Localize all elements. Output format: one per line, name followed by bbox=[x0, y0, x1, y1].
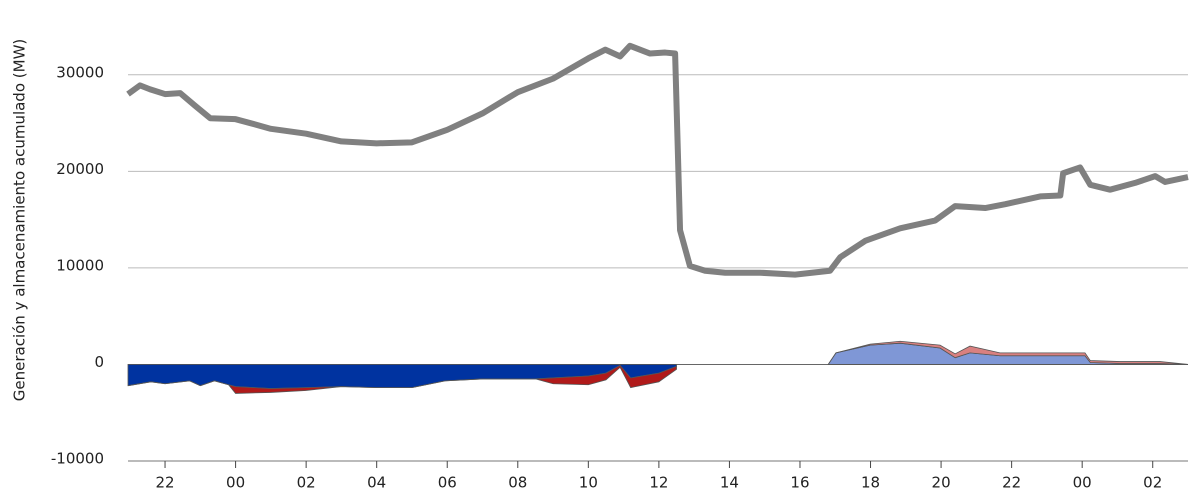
x-tick-label: 08 bbox=[508, 474, 527, 492]
x-tick-label: 22 bbox=[155, 474, 174, 492]
x-tick-label: 12 bbox=[649, 474, 668, 492]
x-tick-label: 02 bbox=[1143, 474, 1162, 492]
x-tick-label: 00 bbox=[1073, 474, 1092, 492]
area bbox=[127, 364, 677, 394]
y-tick-label: 20000 bbox=[56, 160, 104, 178]
x-tick-label: 20 bbox=[932, 474, 951, 492]
y-tick-label: 0 bbox=[94, 353, 104, 371]
x-tick-label: 04 bbox=[367, 474, 386, 492]
line bbox=[126, 42, 1189, 278]
area bbox=[827, 340, 1189, 365]
y-tick-label: 30000 bbox=[56, 63, 104, 81]
x-tick-label: 02 bbox=[297, 474, 316, 492]
y-axis-label: Generación y almacenamiento acumulado (M… bbox=[11, 39, 29, 402]
y-tick-label: 10000 bbox=[56, 256, 104, 274]
x-tick-label: 16 bbox=[790, 474, 809, 492]
y-tick-label: -10000 bbox=[51, 450, 104, 468]
x-tick-label: 10 bbox=[579, 474, 598, 492]
x-tick-label: 14 bbox=[720, 474, 739, 492]
x-tick-label: 22 bbox=[1002, 474, 1021, 492]
x-tick-label: 18 bbox=[861, 474, 880, 492]
x-tick-label: 00 bbox=[226, 474, 245, 492]
x-tick-label: 06 bbox=[438, 474, 457, 492]
